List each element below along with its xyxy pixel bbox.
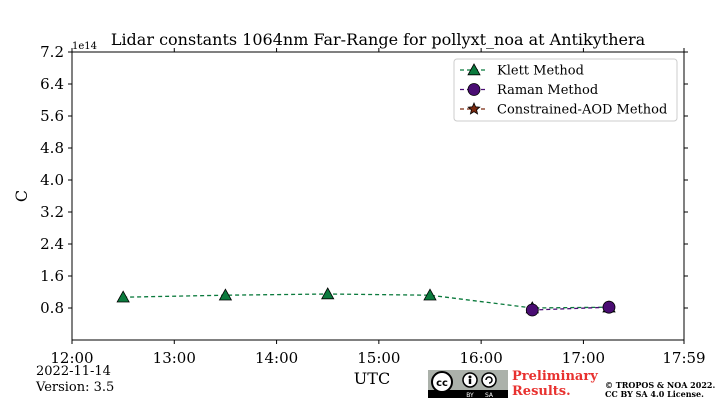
- footer-version: Version: 3.5: [36, 380, 115, 395]
- legend-label: Constrained-AOD Method: [497, 103, 667, 118]
- x-tick-label: 16:00: [460, 349, 503, 367]
- raman-method-line: [532, 306, 610, 311]
- copyright-notice: © TROPOS & NOA 2022. CC BY SA 4.0 Licens…: [605, 381, 715, 399]
- x-tick-label: 12:00: [50, 349, 93, 367]
- legend: Klett Method Raman Method Constrained-AOD …: [453, 58, 678, 122]
- x-axis: 12:00 13:00 14:00 15:00 16:00 17:00 17:59: [50, 48, 706, 367]
- legend-label: Raman Method: [497, 83, 598, 98]
- plot-frame: [71, 51, 685, 341]
- legend-item-klett-method: Klett Method: [460, 63, 584, 79]
- x-tick-label: 15:00: [357, 349, 400, 367]
- copyright-line-2: CC BY SA 4.0 License.: [605, 389, 704, 399]
- legend-box: [453, 58, 678, 122]
- footer-date: 2022-11-14: [36, 364, 111, 379]
- preliminary-line-1: Preliminary: [512, 369, 598, 384]
- legend-item-raman-method: Raman Method: [460, 83, 598, 98]
- data-series: [116, 287, 616, 317]
- y-tick-label: 6.4: [40, 75, 64, 93]
- raman-method-point: [602, 300, 616, 314]
- y-tick-label: 4.8: [40, 139, 64, 157]
- x-axis-label: UTC: [354, 369, 390, 388]
- badge-by-label: BY: [466, 392, 474, 398]
- legend-marker: [467, 101, 481, 115]
- y-tick-label: 7.2: [40, 43, 64, 61]
- klett-method-point: [321, 287, 335, 300]
- y-tick-label: 0.8: [40, 299, 64, 317]
- preliminary-notice: Preliminary Results.: [512, 369, 598, 399]
- legend-label: Klett Method: [497, 64, 584, 79]
- cc-by-sa-badge: cc BY SA: [428, 370, 508, 398]
- klett-method-line: [123, 293, 609, 309]
- y-tick-label: 1.6: [40, 267, 64, 285]
- y-tick-label: 2.4: [40, 235, 64, 253]
- klett-method-point: [218, 288, 233, 301]
- copyright-line-1: © TROPOS & NOA 2022.: [605, 380, 716, 390]
- raman-method-point: [525, 303, 539, 317]
- y-tick-label: 3.2: [40, 203, 64, 221]
- y-offset-text: 1e14: [72, 41, 97, 52]
- x-tick-label: 13:00: [153, 349, 196, 367]
- svg-text:cc: cc: [436, 378, 448, 389]
- legend-marker: [467, 63, 481, 76]
- raman-method-series: [525, 300, 616, 317]
- x-tick-label: 17:59: [662, 349, 705, 367]
- y-tick-label: 4.0: [40, 171, 64, 189]
- klett-method-point: [423, 288, 437, 301]
- legend-item-constrained-aod-method: Constrained-AOD Method: [460, 101, 667, 118]
- klett-method-point: [116, 290, 130, 303]
- cc-icon: [431, 371, 453, 393]
- footer-info: 2022-11-14 Version: 3.5: [36, 364, 114, 396]
- x-tick-label: 17:00: [562, 349, 605, 367]
- badge-sa-label: SA: [485, 392, 494, 398]
- x-tick-label: 14:00: [255, 349, 298, 367]
- y-tick-label: 5.6: [40, 107, 64, 125]
- preliminary-line-2: Results.: [512, 384, 571, 399]
- share-alike-icon: [481, 372, 497, 388]
- chart-title: Lidar constants 1064nm Far-Range for pol…: [111, 30, 646, 49]
- legend-marker: [467, 83, 481, 96]
- y-axis-label: C: [12, 190, 31, 202]
- y-axis: 0.8 1.6 2.4 3.2 4.0 4.8 5.6 6.4 7.2: [40, 43, 688, 317]
